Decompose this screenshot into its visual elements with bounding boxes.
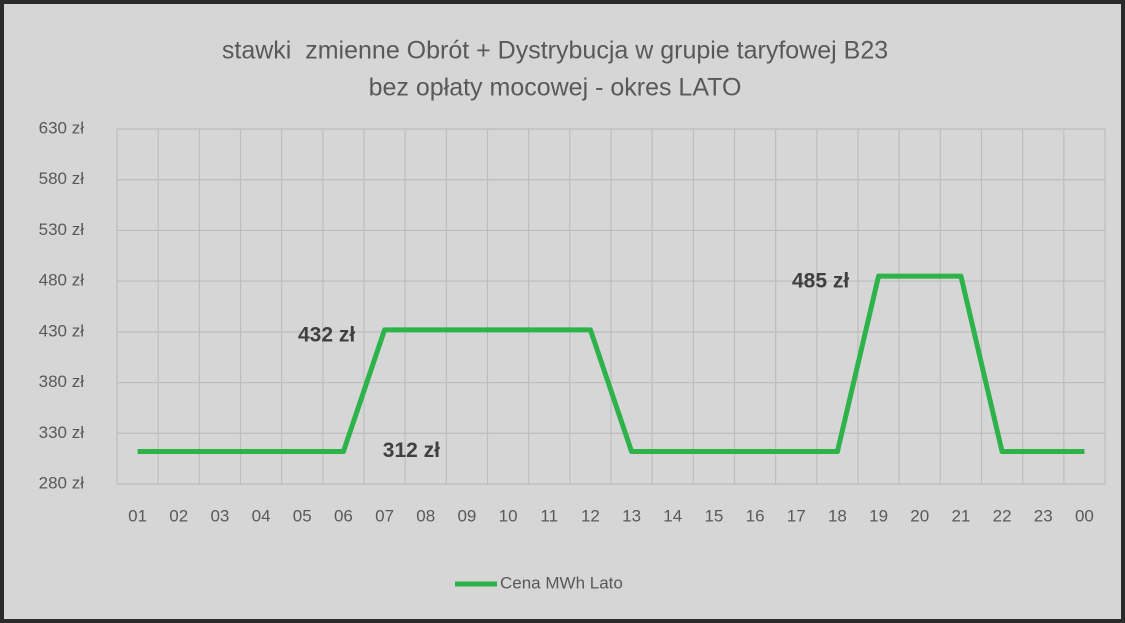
x-tick-label: 04 — [252, 506, 271, 525]
x-tick-label: 18 — [828, 506, 847, 525]
x-tick-label: 17 — [787, 506, 806, 525]
y-tick-label: 480 zł — [39, 271, 85, 290]
x-tick-label: 07 — [375, 506, 394, 525]
x-tick-label: 23 — [1034, 506, 1053, 525]
chart-title: stawki zmienne Obrót + Dystrybucja w gru… — [222, 37, 888, 65]
y-tick-label: 380 zł — [39, 372, 85, 391]
y-tick-label: 430 zł — [39, 321, 85, 340]
x-tick-label: 02 — [169, 506, 188, 525]
y-tick-label: 580 zł — [39, 169, 85, 188]
x-tick-label: 13 — [622, 506, 641, 525]
x-tick-label: 19 — [869, 506, 888, 525]
x-tick-label: 11 — [540, 506, 558, 525]
x-tick-label: 12 — [581, 506, 600, 525]
data-label: 312 zł — [383, 439, 440, 462]
x-tick-label: 22 — [993, 506, 1012, 525]
y-tick-label: 530 zł — [39, 220, 85, 239]
data-label: 432 zł — [298, 323, 355, 346]
x-tick-label: 03 — [210, 506, 229, 525]
legend-label: Cena MWh Lato — [500, 573, 623, 592]
y-tick-label: 280 zł — [39, 473, 85, 492]
line-series — [137, 273, 1085, 455]
chart-title: bez opłaty mocowej - okres LATO — [369, 74, 742, 102]
x-tick-label: 00 — [1075, 506, 1094, 525]
data-label: 485 zł — [792, 270, 849, 293]
y-tick-label: 330 zł — [39, 423, 85, 442]
x-tick-label: 01 — [128, 506, 147, 525]
x-tick-label: 10 — [499, 506, 518, 525]
x-tick-label: 08 — [416, 506, 435, 525]
y-tick-label: 630 zł — [39, 118, 85, 137]
x-tick-label: 05 — [293, 506, 312, 525]
x-tick-label: 15 — [704, 506, 723, 525]
x-tick-label: 14 — [663, 506, 682, 525]
x-tick-label: 06 — [334, 506, 353, 525]
x-tick-label: 20 — [910, 506, 929, 525]
x-tick-label: 21 — [951, 506, 970, 525]
x-tick-label: 16 — [746, 506, 765, 525]
x-tick-label: 09 — [457, 506, 476, 525]
